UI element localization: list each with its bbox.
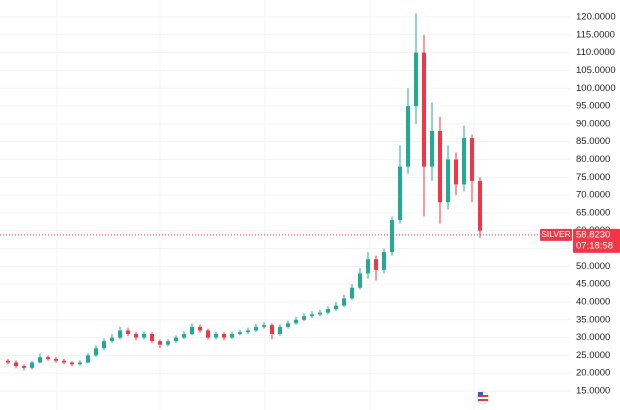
y-tick-label: 35.0000 [576, 314, 610, 325]
candle-body [398, 166, 402, 221]
candle-body [126, 330, 130, 335]
symbol-label: SILVER [541, 229, 571, 239]
y-tick-label: 70.0000 [576, 190, 610, 201]
candle-body [358, 273, 362, 288]
candle-body [190, 326, 194, 335]
y-tick-label: 100.0000 [576, 83, 616, 94]
candle-body [462, 138, 466, 185]
candle-body [78, 362, 82, 365]
candle-body [342, 298, 346, 306]
y-tick-label: 15.0000 [576, 386, 610, 397]
y-tick-label: 20.0000 [576, 368, 610, 379]
y-tick-label: 120.0000 [576, 12, 616, 23]
candle-body [214, 334, 218, 338]
candle-body [422, 52, 426, 167]
candle-body [102, 341, 106, 349]
candle-body [222, 334, 226, 338]
candle-body [150, 334, 154, 342]
candle-body [438, 130, 442, 203]
candle-body [94, 348, 98, 356]
candle-body [182, 334, 186, 338]
y-tick-label: 95.0000 [576, 101, 610, 112]
y-tick-label: 65.0000 [576, 207, 610, 218]
y-tick-label: 85.0000 [576, 136, 610, 147]
y-tick-label: 30.0000 [576, 332, 610, 343]
candle-body [198, 326, 202, 331]
price-tag [573, 228, 620, 253]
candle-body [294, 319, 298, 324]
candle-body [286, 323, 290, 327]
candle-body [230, 334, 234, 338]
symbol-tag [540, 228, 572, 241]
candle-body [470, 138, 474, 181]
candle-body [46, 357, 50, 359]
candle-body [382, 252, 386, 270]
y-tick-label: 45.0000 [576, 279, 610, 290]
candle-body [318, 312, 322, 315]
candle-body [262, 325, 266, 327]
candle-body [406, 106, 410, 167]
y-tick-label: 50.0000 [576, 261, 610, 272]
countdown-label: 07:18:58 [576, 240, 613, 251]
flag-icon [476, 391, 490, 405]
candle-body [206, 330, 210, 338]
candle-body [158, 341, 162, 345]
y-tick-label: 75.0000 [576, 172, 610, 183]
candle-body [134, 334, 138, 338]
candle-body [86, 355, 90, 363]
candle-body [390, 220, 394, 253]
candle-body [454, 159, 458, 185]
y-tick-label: 90.0000 [576, 118, 610, 129]
candle-body [70, 362, 74, 365]
candle-body [22, 366, 26, 368]
candle-body [374, 259, 378, 270]
y-tick-label: 105.0000 [576, 65, 616, 76]
candle-body [166, 341, 170, 345]
candle-body [6, 360, 10, 363]
y-tick-label: 80.0000 [576, 154, 610, 165]
candle-body [414, 52, 418, 107]
candle-body [278, 326, 282, 335]
plot: 15.0000 20.0000 25.0000 30.0000 35.0000 40.00… [0, 12, 620, 397]
candle-body [430, 130, 434, 167]
candle-body [174, 337, 178, 342]
candle-body [334, 305, 338, 310]
candle-body [478, 180, 482, 231]
candle-body [62, 360, 66, 363]
candle-body [110, 337, 114, 342]
candle-body [54, 358, 58, 361]
candle-body [30, 362, 34, 368]
candle-body [142, 334, 146, 338]
candle-body [446, 159, 450, 203]
candle-body [270, 325, 274, 335]
last-price-label: 58.8230 [576, 229, 610, 240]
candle-body [246, 330, 250, 333]
y-tick-label: 110.0000 [576, 47, 615, 58]
y-tick-label: 115.0000 [576, 29, 615, 40]
candle-body [118, 330, 122, 338]
candle-body [254, 326, 258, 331]
candle-body [310, 314, 314, 317]
candle-body [350, 287, 354, 299]
candle-body [326, 309, 330, 313]
candle-body [38, 357, 42, 363]
candle-body [302, 316, 306, 320]
y-tick-label: 25.0000 [576, 350, 610, 361]
candle-body [366, 259, 370, 274]
y-tick-label: 40.0000 [576, 296, 610, 307]
candle-body [238, 332, 242, 335]
candle-body [14, 362, 18, 367]
